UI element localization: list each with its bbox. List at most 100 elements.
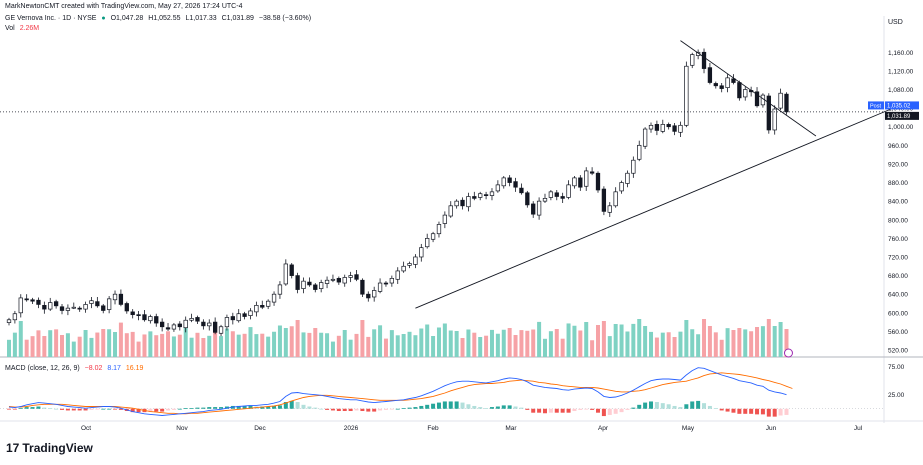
candle[interactable] (183, 316, 188, 333)
candle[interactable] (525, 190, 530, 208)
candle[interactable] (725, 74, 730, 93)
candle[interactable] (389, 275, 394, 287)
candle[interactable] (324, 276, 330, 289)
candle[interactable] (159, 318, 165, 332)
candle[interactable] (330, 274, 336, 283)
candle[interactable] (654, 120, 660, 136)
candle[interactable] (754, 87, 760, 108)
candle[interactable] (472, 191, 477, 201)
candle[interactable] (65, 304, 71, 316)
candle[interactable] (77, 306, 82, 312)
candle[interactable] (89, 296, 94, 309)
candle[interactable] (136, 310, 141, 321)
candle[interactable] (36, 297, 41, 309)
candle[interactable] (536, 197, 542, 220)
candle[interactable] (71, 302, 76, 310)
candle[interactable] (589, 167, 595, 176)
candle[interactable] (342, 274, 347, 287)
candle[interactable] (701, 48, 707, 74)
candle[interactable] (430, 231, 436, 243)
candle[interactable] (260, 300, 265, 310)
candle[interactable] (118, 289, 124, 307)
candle[interactable] (277, 281, 283, 299)
candle[interactable] (266, 299, 271, 310)
candle[interactable] (366, 291, 371, 302)
candle[interactable] (489, 188, 495, 201)
macd-legend[interactable]: MACD (close, 12, 26, 9) −8.02 8.17 16.19 (5, 365, 146, 372)
trendline-support[interactable] (415, 103, 905, 309)
candle[interactable] (124, 301, 129, 314)
candle[interactable] (531, 201, 536, 218)
candle[interactable] (660, 119, 665, 134)
candle[interactable] (189, 313, 194, 323)
candle[interactable] (584, 167, 589, 191)
candle[interactable] (6, 317, 12, 326)
candle[interactable] (248, 308, 253, 320)
candle[interactable] (130, 309, 135, 319)
candle[interactable] (254, 301, 259, 317)
candle[interactable] (495, 180, 501, 193)
candle[interactable] (313, 283, 318, 293)
candle[interactable] (301, 277, 306, 294)
candle[interactable] (59, 303, 65, 315)
candle[interactable] (578, 175, 583, 191)
candle[interactable] (743, 86, 748, 101)
candle[interactable] (12, 310, 18, 324)
candle[interactable] (637, 140, 642, 162)
candle[interactable] (519, 183, 524, 195)
candle[interactable] (619, 180, 624, 194)
candle[interactable] (613, 187, 618, 208)
candle[interactable] (348, 271, 353, 283)
candle[interactable] (319, 279, 324, 293)
candle[interactable] (101, 303, 106, 314)
candle[interactable] (148, 314, 153, 324)
candle[interactable] (478, 191, 483, 201)
candle[interactable] (436, 221, 442, 238)
candle[interactable] (336, 276, 341, 285)
candle[interactable] (466, 192, 471, 212)
candle[interactable] (507, 175, 512, 187)
candle[interactable] (425, 233, 430, 249)
candle[interactable] (83, 301, 88, 313)
candle[interactable] (213, 317, 218, 335)
candle[interactable] (48, 297, 53, 311)
candle[interactable] (142, 310, 147, 322)
candle[interactable] (195, 315, 200, 324)
candle[interactable] (242, 311, 247, 320)
candle[interactable] (678, 121, 683, 137)
candle[interactable] (607, 202, 612, 217)
candle[interactable] (625, 170, 630, 188)
candle[interactable] (372, 286, 377, 302)
candle[interactable] (713, 81, 718, 89)
candle[interactable] (271, 291, 277, 306)
candle[interactable] (672, 122, 677, 136)
candle[interactable] (383, 281, 389, 287)
tradingview-logo[interactable]: 17 TradingView (6, 441, 93, 455)
symbol-legend[interactable]: GE Vernova Inc. · 1D · NYSE ● O1,047.28 … (5, 15, 314, 22)
candle[interactable] (42, 301, 47, 314)
candle[interactable] (30, 297, 35, 304)
candle[interactable] (483, 191, 489, 200)
candle[interactable] (554, 189, 559, 201)
candle[interactable] (684, 61, 689, 128)
candle[interactable] (548, 189, 554, 201)
candle[interactable] (95, 296, 100, 308)
event-marker-icon[interactable] (783, 348, 793, 358)
candle[interactable] (413, 254, 418, 269)
candle[interactable] (501, 176, 506, 189)
candle[interactable] (165, 323, 171, 331)
candle[interactable] (18, 294, 23, 318)
candle[interactable] (454, 199, 459, 209)
candle[interactable] (377, 278, 383, 294)
candle[interactable] (772, 105, 777, 135)
candle[interactable] (106, 296, 112, 314)
candle[interactable] (295, 272, 300, 294)
candle[interactable] (707, 62, 713, 85)
candle[interactable] (154, 313, 159, 327)
candle[interactable] (218, 324, 224, 337)
candle[interactable] (566, 180, 571, 200)
candle[interactable] (401, 261, 406, 273)
candle[interactable] (307, 277, 312, 287)
candle[interactable] (395, 267, 400, 284)
